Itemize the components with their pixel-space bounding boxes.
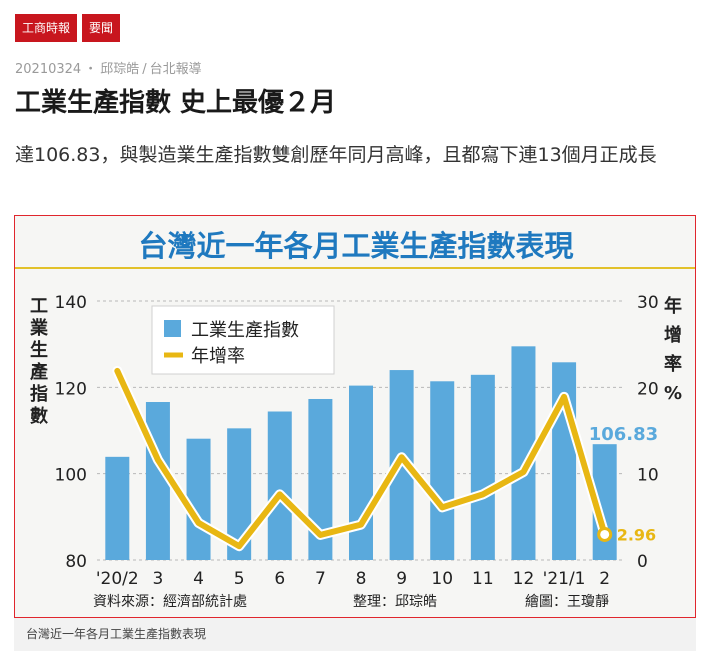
left-tick-label: 80 xyxy=(65,552,87,572)
bar-industrial-production-index xyxy=(267,411,292,560)
legend-bar-label: 工業生產指數 xyxy=(191,320,299,341)
x-tick-label: 10 xyxy=(431,569,453,589)
chart-svg: 台灣近一年各月工業生產指數表現801001201400102030工業生產指數年… xyxy=(15,229,695,610)
right-axis-label-char: 年 xyxy=(664,295,682,317)
right-axis-label-char: % xyxy=(664,383,682,404)
right-tick-label: 0 xyxy=(637,552,648,572)
right-tick-label: 20 xyxy=(637,379,659,399)
figure-caption: 台灣近一年各月工業生產指數表現 xyxy=(14,618,696,651)
chart-figure[interactable]: 台灣近一年各月工業生產指數表現 80 100 120 140 0 10 20 30 工業生產指數年… xyxy=(14,215,696,618)
byline-slash: / xyxy=(142,62,147,77)
byline-author[interactable]: 邱琮皓 xyxy=(100,62,140,77)
left-axis-label-char: 數 xyxy=(30,406,48,427)
x-tick-label: '20/2 xyxy=(96,569,139,589)
chart-editor: 整理：邱琮皓 xyxy=(353,594,437,610)
bar-industrial-production-index xyxy=(186,438,211,560)
legend-bar-swatch xyxy=(164,320,181,337)
left-tick-label: 140 xyxy=(55,293,87,313)
byline: 20210324 ・邱琮皓 / 台北報導 xyxy=(15,58,202,77)
left-axis-label-char: 生 xyxy=(30,339,48,361)
left-tick-label: 120 xyxy=(55,379,87,399)
x-tick-label: 12 xyxy=(513,569,535,589)
tag-ctee[interactable]: 工商時報 xyxy=(15,14,78,42)
left-tick-label: 100 xyxy=(55,466,87,486)
chart-source: 資料來源：經濟部統計處 xyxy=(93,594,247,610)
byline-date: 20210324 xyxy=(15,62,82,77)
legend-line-label: 年增率 xyxy=(191,346,245,367)
chart-artist: 繪圖：王瓊靜 xyxy=(525,593,609,610)
article-lede: 達106.83，與製造業生產指數雙創歷年同月高峰，且都寫下連13個月正成長 xyxy=(15,144,657,166)
article-headline: 工業生產指數 史上最優２月 xyxy=(15,88,337,118)
bar-industrial-production-index xyxy=(430,381,455,560)
bar-industrial-production-index xyxy=(470,374,495,560)
x-tick-label: 8 xyxy=(356,569,367,589)
x-tick-label: 2 xyxy=(599,569,610,589)
right-axis-label-char: 率 xyxy=(664,353,682,375)
x-tick-label: 11 xyxy=(472,569,494,589)
right-axis-label-char: 增 xyxy=(664,324,682,346)
x-tick-label: 7 xyxy=(315,569,326,589)
left-axis-label-char: 產 xyxy=(30,361,48,383)
bar-industrial-production-index xyxy=(105,456,130,560)
left-axis-label-char: 業 xyxy=(29,317,49,339)
growth-line xyxy=(114,367,608,550)
last-line-annotation: 2.96 xyxy=(617,525,656,544)
byline-dot: ・ xyxy=(84,62,98,77)
right-tick-label: 30 xyxy=(637,293,659,313)
x-tick-label: 5 xyxy=(234,569,245,589)
legend-box xyxy=(151,305,335,375)
left-axis-label-char: 工 xyxy=(30,296,48,317)
growth-last-point xyxy=(597,526,613,542)
x-tick-label: 6 xyxy=(274,569,285,589)
tag-headline-news[interactable]: 要聞 xyxy=(82,14,121,42)
bar-industrial-production-index xyxy=(349,385,373,560)
right-tick-label: 10 xyxy=(637,466,659,486)
x-tick-label: 4 xyxy=(193,569,204,589)
last-bar-annotation: 106.83 xyxy=(589,424,658,445)
x-tick-label: '21/1 xyxy=(543,569,586,589)
x-tick-label: 3 xyxy=(153,569,164,589)
tag-bar: 工商時報 要聞 xyxy=(15,14,121,42)
chart-title: 台灣近一年各月工業生產指數表現 xyxy=(138,229,573,263)
byline-place: 台北報導 xyxy=(149,62,202,77)
left-axis-label-char: 指 xyxy=(30,383,48,405)
x-tick-label: 9 xyxy=(396,569,407,589)
